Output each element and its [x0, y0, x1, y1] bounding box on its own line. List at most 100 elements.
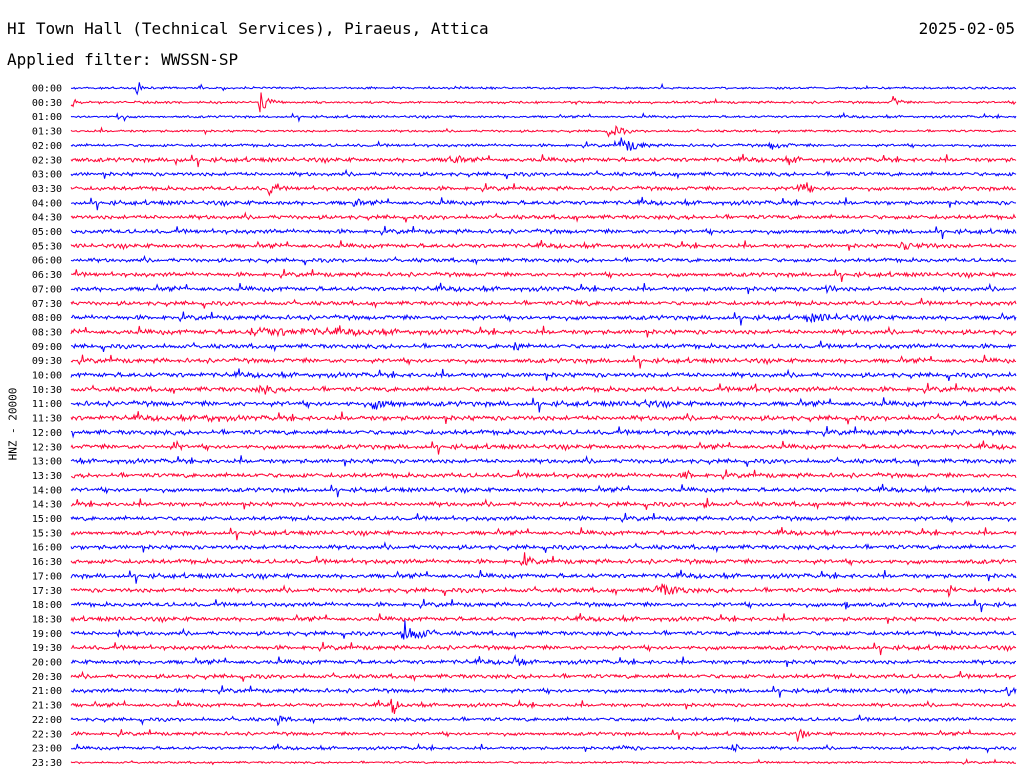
trace-row-2130 — [70, 698, 1017, 714]
row-time-label: 06:30 — [32, 270, 62, 281]
trace-row-0200 — [70, 137, 1017, 151]
trace-row-1800 — [70, 598, 1017, 613]
filter-label: Applied filter: WWSSN-SP — [7, 50, 239, 69]
row-time-label: 14:00 — [32, 485, 62, 496]
row-time-label: 10:30 — [32, 385, 62, 396]
trace-row-1430 — [70, 497, 1017, 511]
trace-row-1900 — [70, 620, 1017, 640]
row-time-label: 21:00 — [32, 686, 62, 697]
row-time-label: 07:00 — [32, 284, 62, 295]
row-time-label: 23:30 — [32, 758, 62, 769]
row-time-label: 19:30 — [32, 643, 62, 654]
trace-row-0500 — [70, 225, 1017, 239]
row-time-label: 15:30 — [32, 528, 62, 539]
row-time-label: 15:00 — [32, 514, 62, 525]
row-time-label: 17:00 — [32, 571, 62, 582]
trace-row-1630 — [70, 552, 1017, 567]
row-time-label: 22:00 — [32, 715, 62, 726]
row-time-label: 01:30 — [32, 127, 62, 138]
trace-row-0300 — [70, 168, 1017, 180]
trace-row-0930 — [70, 354, 1017, 369]
row-time-label: 16:30 — [32, 557, 62, 568]
trace-row-0600 — [70, 254, 1017, 266]
trace-row-0900 — [70, 340, 1017, 353]
trace-row-1930 — [70, 641, 1017, 656]
row-time-label: 11:00 — [32, 399, 62, 410]
row-time-label: 22:30 — [32, 729, 62, 740]
row-time-label: 06:00 — [32, 256, 62, 267]
trace-row-1600 — [70, 541, 1017, 554]
row-time-label: 00:00 — [32, 84, 62, 95]
row-time-label: 09:30 — [32, 356, 62, 367]
row-time-label: 00:30 — [32, 98, 62, 109]
trace-row-1530 — [70, 526, 1017, 541]
trace-row-0700 — [70, 282, 1017, 295]
trace-row-2000 — [70, 653, 1017, 667]
trace-row-1830 — [70, 613, 1017, 624]
row-time-label: 14:30 — [32, 500, 62, 511]
trace-row-0530 — [70, 239, 1017, 251]
trace-row-0030 — [70, 92, 1017, 113]
trace-row-1200 — [70, 426, 1017, 439]
trace-row-1500 — [70, 512, 1017, 524]
trace-row-0800 — [70, 311, 1017, 326]
trace-row-2030 — [70, 670, 1017, 682]
row-time-label: 05:00 — [32, 227, 62, 238]
row-time-label: 12:30 — [32, 442, 62, 453]
trace-row-1230 — [70, 439, 1017, 455]
trace-row-0430 — [70, 211, 1017, 223]
trace-row-0730 — [70, 297, 1017, 309]
trace-row-0100 — [70, 111, 1017, 123]
row-time-label: 08:30 — [32, 327, 62, 338]
row-time-label: 03:00 — [32, 170, 62, 181]
row-time-label: 17:30 — [32, 586, 62, 597]
trace-row-2330 — [70, 758, 1017, 766]
row-time-label: 08:00 — [32, 313, 62, 324]
row-time-label: 21:30 — [32, 701, 62, 712]
trace-row-1100 — [70, 397, 1017, 413]
row-time-label: 16:00 — [32, 543, 62, 554]
trace-row-2100 — [70, 685, 1017, 698]
row-time-label: 13:00 — [32, 457, 62, 468]
trace-row-0330 — [70, 182, 1017, 197]
row-time-label: 05:30 — [32, 241, 62, 252]
row-time-label: 04:30 — [32, 213, 62, 224]
station-title: HI Town Hall (Technical Services), Pirae… — [7, 19, 489, 38]
seismic-traces — [70, 82, 1017, 766]
trace-row-0230 — [70, 153, 1017, 168]
row-time-label: 19:00 — [32, 629, 62, 640]
trace-row-1030 — [70, 382, 1017, 395]
row-time-label: 13:30 — [32, 471, 62, 482]
trace-row-1700 — [70, 569, 1017, 584]
trace-row-0000 — [70, 82, 1017, 96]
trace-row-2200 — [70, 714, 1017, 727]
trace-row-1330 — [70, 469, 1017, 481]
trace-row-0130 — [70, 125, 1017, 138]
row-time-label: 18:30 — [32, 614, 62, 625]
trace-row-1130 — [70, 411, 1017, 425]
row-time-label: 02:00 — [32, 141, 62, 152]
trace-row-0400 — [71, 196, 1017, 211]
row-labels: 00:00 00:30 01:00 01:30 02:00 02:30 03:00 03:30… — [32, 84, 62, 769]
trace-row-2300 — [71, 742, 1017, 754]
trace-row-2230 — [71, 728, 1017, 742]
row-time-label: 09:00 — [32, 342, 62, 353]
trace-row-1400 — [70, 483, 1017, 498]
row-time-label: 20:00 — [32, 658, 62, 669]
row-time-label: 11:30 — [32, 414, 62, 425]
row-time-label: 02:30 — [32, 155, 62, 166]
trace-row-1300 — [70, 454, 1017, 468]
row-time-label: 20:30 — [32, 672, 62, 683]
row-time-label: 04:00 — [32, 198, 62, 209]
row-time-label: 10:00 — [32, 371, 62, 382]
trace-row-1000 — [70, 368, 1017, 382]
row-time-label: 18:00 — [32, 600, 62, 611]
row-time-label: 07:30 — [32, 299, 62, 310]
trace-row-0630 — [70, 268, 1017, 282]
row-time-label: 01:00 — [32, 112, 62, 123]
trace-row-0830 — [70, 325, 1017, 338]
row-time-label: 12:00 — [32, 428, 62, 439]
row-time-label: 03:30 — [32, 184, 62, 195]
record-date: 2025-02-05 — [918, 19, 1015, 38]
